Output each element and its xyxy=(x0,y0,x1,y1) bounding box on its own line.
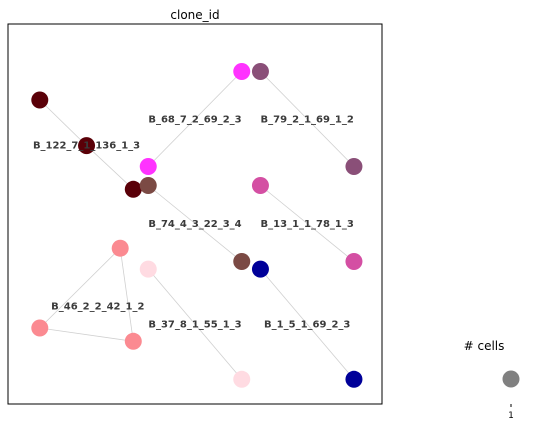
clone-edge xyxy=(147,185,243,262)
clone-edge xyxy=(260,71,355,167)
clone-label: B_68_7_2_69_2_3 xyxy=(148,115,241,126)
clone-edge xyxy=(260,185,355,262)
clone-edge xyxy=(86,145,134,190)
clone-edge xyxy=(147,268,243,380)
clone-node xyxy=(111,239,129,257)
clone-label: B_122_7_1_136_1_3 xyxy=(33,140,140,151)
clone-label: B_79_2_1_69_1_2 xyxy=(261,115,354,126)
clone-node xyxy=(251,260,269,278)
clone-node xyxy=(31,91,49,109)
clone-node xyxy=(124,180,142,198)
clone-edge xyxy=(39,327,134,342)
clone-node xyxy=(139,260,157,278)
clone-node xyxy=(233,370,251,388)
size-legend-marker xyxy=(502,370,520,388)
clone-label: B_1_5_1_69_2_3 xyxy=(264,320,350,331)
size-legend: # cells 1 xyxy=(464,339,520,421)
clone-node xyxy=(251,63,269,80)
clone-label: B_37_8_1_55_1_3 xyxy=(148,320,241,331)
clone-edge xyxy=(147,71,243,167)
size-legend-title: # cells xyxy=(464,339,505,353)
clone-node xyxy=(345,158,363,175)
size-legend-tick-label: 1 xyxy=(508,411,514,421)
clone-node xyxy=(345,253,363,270)
clone-edge xyxy=(39,99,87,146)
clone-node xyxy=(233,63,251,80)
clone-label: B_46_2_2_42_1_2 xyxy=(51,301,144,312)
clone-node xyxy=(251,177,269,194)
edges-layer xyxy=(39,71,355,380)
clone-node xyxy=(233,253,251,270)
clone-node xyxy=(78,137,96,155)
nodes-layer xyxy=(31,63,363,388)
clone-node xyxy=(345,370,363,388)
clone-node xyxy=(124,332,142,350)
clone-node xyxy=(139,158,157,175)
plot-frame xyxy=(7,23,383,405)
chart-title: clone_id xyxy=(170,8,219,22)
clone-edge xyxy=(39,247,121,329)
clone-node xyxy=(31,319,49,337)
clone-node xyxy=(139,177,157,194)
labels-layer: B_68_7_2_69_2_3 B_79_2_1_69_1_2 B_122_7_1_… xyxy=(33,115,354,331)
clone-label: B_74_4_3_22_3_4 xyxy=(148,219,241,230)
clone-edge xyxy=(119,248,134,342)
clone-edge xyxy=(260,268,355,380)
clone-label: B_13_1_1_78_1_3 xyxy=(261,219,354,230)
